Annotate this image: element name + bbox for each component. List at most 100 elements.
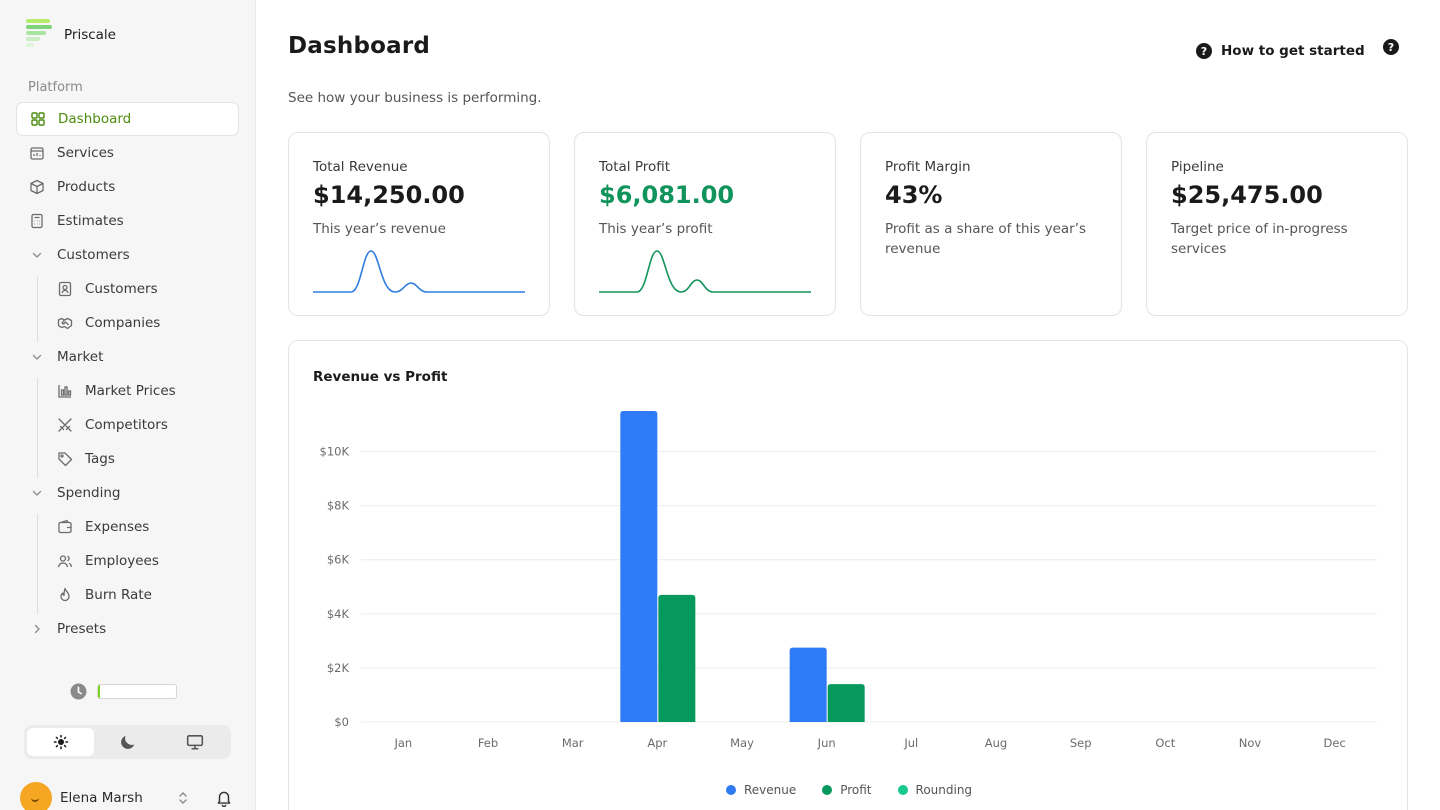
flame-icon	[56, 586, 74, 604]
card-label: Total Profit	[599, 159, 671, 175]
revenue-vs-profit-chart: $0 $2K $4K $6K $8K $10K Jan Feb Mar Apr May Jun Jul A…	[288, 340, 1408, 810]
legend-item-profit[interactable]: Profit	[822, 783, 872, 797]
sidebar-item-products[interactable]: Products	[16, 170, 239, 204]
chevron-up-down-icon	[179, 792, 187, 804]
sidebar-item-label: Tags	[85, 451, 115, 467]
x-tick-label: May	[730, 736, 754, 750]
bell-icon[interactable]	[215, 789, 233, 807]
sidebar-item-employees[interactable]: Employees	[16, 544, 239, 578]
x-tick-label: Mar	[562, 736, 584, 750]
sidebar-item-label: Services	[57, 145, 114, 161]
profit-sparkline	[599, 250, 811, 293]
y-tick-label: $10K	[320, 445, 350, 459]
bar-chart-icon	[56, 382, 74, 400]
user-menu[interactable]: Elena Marsh	[20, 782, 240, 810]
legend-label: Revenue	[743, 783, 797, 797]
y-tick-label: $2K	[327, 661, 350, 675]
chevron-down-icon	[28, 249, 46, 261]
page-subtitle: See how your business is performing.	[288, 90, 542, 106]
x-tick-label: Nov	[1239, 736, 1262, 750]
card-label: Total Revenue	[313, 159, 408, 175]
sidebar-item-expenses[interactable]: Expenses	[16, 510, 239, 544]
tree-line	[37, 276, 38, 342]
chart-title: Revenue vs Profit	[313, 369, 448, 385]
card-value: $25,475.00	[1171, 181, 1323, 209]
wallet-icon	[56, 518, 74, 536]
section-label-platform: Platform	[28, 80, 83, 95]
x-tick-label: Aug	[985, 736, 1007, 750]
sidebar-item-competitors[interactable]: Competitors	[16, 408, 239, 442]
x-tick-label: Apr	[647, 736, 667, 750]
usage-bar	[97, 684, 177, 699]
card-value: $14,250.00	[313, 181, 465, 209]
legend-item-rounding[interactable]: Rounding	[897, 783, 972, 797]
stat-card-total-profit: Total Profit $6,081.00 This year’s profi…	[574, 132, 836, 316]
sidebar-item-label: Products	[57, 179, 116, 195]
sidebar-item-label: Expenses	[85, 519, 150, 535]
question-circle-icon: ?	[1383, 39, 1399, 55]
users-icon	[56, 552, 74, 570]
revenue-sparkline	[313, 250, 525, 293]
clock-icon	[70, 683, 87, 700]
sidebar-item-label: Estimates	[57, 213, 124, 229]
sidebar-item-companies[interactable]: Companies	[16, 306, 239, 340]
legend-item-revenue[interactable]: Revenue	[725, 783, 797, 797]
card-value: 43%	[885, 181, 943, 209]
chevron-right-icon	[28, 623, 46, 635]
x-tick-label: Jun	[817, 736, 836, 750]
sidebar-item-estimates[interactable]: Estimates	[16, 204, 239, 238]
how-to-get-started-link[interactable]: ? How to get started	[1196, 43, 1365, 59]
card-description: Target price of in-progress services	[1171, 221, 1348, 257]
sidebar-item-dashboard[interactable]: Dashboard	[16, 102, 239, 136]
sidebar-item-customers[interactable]: Customers	[16, 272, 239, 306]
bar-profit-jun	[827, 684, 865, 722]
user-name: Elena Marsh	[60, 790, 143, 806]
sun-icon	[53, 734, 68, 750]
page-title: Dashboard	[288, 33, 431, 59]
sidebar-item-label: Employees	[85, 553, 159, 569]
theme-system-button[interactable]	[161, 728, 228, 756]
calendar-chart-icon	[28, 144, 46, 162]
avatar	[20, 782, 52, 810]
y-tick-label: $0	[334, 715, 349, 729]
theme-dark-button[interactable]	[94, 728, 161, 756]
calculator-icon	[28, 212, 46, 230]
y-tick-label: $8K	[327, 499, 350, 513]
theme-light-button[interactable]	[27, 728, 94, 756]
sidebar-item-label: Customers	[85, 281, 158, 297]
help-button[interactable]: ?	[1383, 39, 1399, 55]
card-description: This year’s profit	[599, 221, 713, 237]
tree-line	[37, 378, 38, 478]
chart-svg: $0 $2K $4K $6K $8K $10K Jan Feb Mar Apr May Jun Jul A…	[320, 411, 1377, 750]
sidebar-group-customers[interactable]: Customers	[16, 238, 239, 272]
y-tick-label: $4K	[327, 607, 350, 621]
legend-label: Profit	[840, 783, 872, 797]
stat-card-pipeline: Pipeline $25,475.00 Target price of in-p…	[1146, 132, 1408, 316]
sidebar-item-label: Market	[57, 349, 104, 365]
sidebar-item-label: Dashboard	[58, 111, 132, 127]
sidebar-item-label: Burn Rate	[85, 587, 152, 603]
card-description: Profit as a share of this year’s revenue	[885, 221, 1087, 257]
y-tick-label: $6K	[327, 553, 350, 567]
sidebar-item-burn-rate[interactable]: Burn Rate	[16, 578, 239, 612]
brand-name: Priscale	[64, 27, 116, 43]
sidebar-item-label: Market Prices	[85, 383, 176, 399]
x-tick-label: Jan	[393, 736, 412, 750]
sidebar-group-market[interactable]: Market	[16, 340, 239, 374]
sidebar-item-market-prices[interactable]: Market Prices	[16, 374, 239, 408]
legend-dot	[725, 785, 736, 795]
x-tick-label: Oct	[1155, 736, 1175, 750]
brand[interactable]: Priscale	[26, 19, 116, 51]
swords-icon	[56, 416, 74, 434]
tree-line	[37, 514, 38, 614]
sidebar-item-tags[interactable]: Tags	[16, 442, 239, 476]
question-circle-icon: ?	[1196, 43, 1212, 59]
sidebar-group-presets[interactable]: Presets	[16, 612, 239, 646]
bar-revenue-apr	[620, 411, 658, 722]
sidebar-item-label: Competitors	[85, 417, 168, 433]
sidebar-item-label: Companies	[85, 315, 161, 331]
sidebar-item-services[interactable]: Services	[16, 136, 239, 170]
sidebar-item-label: Presets	[57, 621, 107, 637]
sidebar-group-spending[interactable]: Spending	[16, 476, 239, 510]
usage-indicator	[70, 683, 177, 700]
